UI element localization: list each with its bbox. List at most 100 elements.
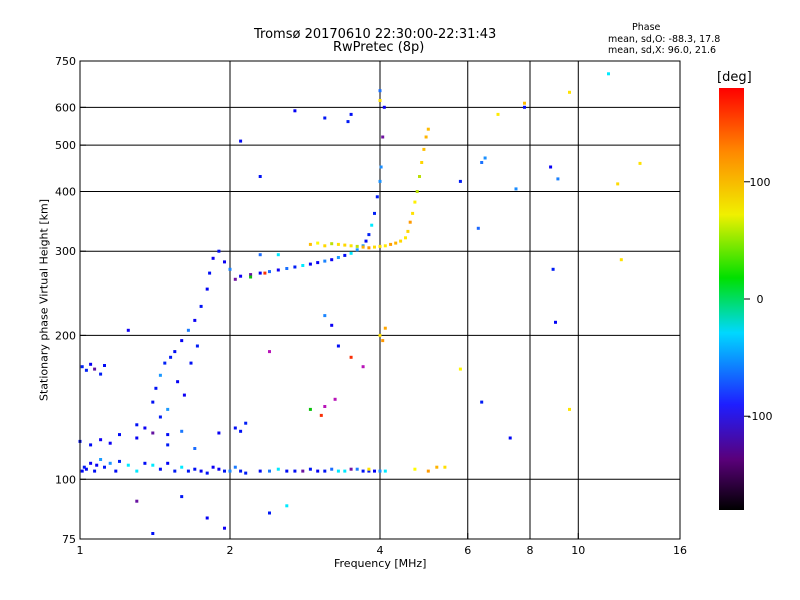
o-mode-point [258,175,262,178]
o-mode-point [205,287,209,291]
o-mode-point [186,328,190,332]
o-mode-point [308,467,312,471]
o-mode-point [223,260,226,264]
o-mode-point [135,423,139,427]
phase-stats-o: mean, sd,O: -88.3, 17.8 [608,34,721,45]
o-mode-point [285,504,289,508]
misc-point [319,413,323,417]
o-mode-point [244,471,248,475]
o-mode-point [382,105,386,109]
o-mode-point [103,364,106,367]
o-mode-point [249,273,253,277]
o-mode-point [336,256,340,259]
o-mode-point [551,267,555,271]
y-tick-label: 200 [55,329,76,342]
o-mode-point [349,112,353,116]
o-mode-point [151,532,155,535]
colorbar-label: [deg] [717,70,752,85]
x-tick-label: 1 [77,544,84,557]
x-mode-point [367,467,371,471]
x-mode-point [619,258,623,262]
misc-point [268,350,271,354]
x-mode-point [399,239,403,243]
o-mode-point [336,344,340,348]
o-mode-point [151,431,155,435]
o-mode-point [205,471,209,475]
o-mode-point [293,265,297,269]
x-tick-label: 8 [527,544,534,557]
o-mode-point [330,258,334,262]
o-mode-point [268,469,271,473]
o-mode-point [89,362,93,366]
o-mode-point [373,211,376,215]
o-mode-point [193,447,197,450]
o-mode-point [84,467,88,471]
o-mode-point [258,469,262,473]
y-tick-label: 100 [55,473,76,486]
o-mode-point [355,248,359,252]
o-mode-point [199,304,203,308]
y-axis-label: Stationary phase Virtual Height [km] [37,198,51,402]
o-mode-point [217,431,221,435]
o-mode-point [308,262,312,266]
x-mode-point [413,200,417,204]
o-mode-point [233,465,237,469]
colorbar-tick-label: 0 [757,293,764,306]
o-mode-point [82,465,86,469]
o-mode-point [285,267,289,270]
x-axis-label: Frequency [MHz] [334,557,427,570]
x-mode-point [367,246,371,250]
x-mode-point [568,90,571,94]
misc-point [308,407,312,411]
o-mode-point [182,393,186,397]
x-mode-point [420,161,424,164]
x-mode-point [381,339,385,343]
o-mode-point [508,436,512,440]
colorbar-tick-label: 100 [750,176,771,189]
o-mode-point [158,373,162,377]
o-mode-point [118,433,121,437]
o-mode-point [166,443,170,447]
o-mode-point [223,469,226,473]
o-mode-point [166,461,170,465]
o-mode-point [276,253,280,257]
o-mode-point [483,156,487,160]
o-mode-point [195,344,199,348]
o-mode-point [126,328,130,332]
x-tick-label: 2 [227,544,234,557]
x-mode-point [418,175,421,178]
o-mode-point [199,469,203,473]
chart-subtitle: RwPretec (8p) [333,40,425,55]
x-mode-point [389,242,393,246]
o-mode-point [607,72,610,76]
o-mode-point [301,264,305,267]
o-mode-point [301,469,305,473]
o-mode-point [323,469,327,473]
o-mode-point [166,433,170,437]
o-mode-point [381,135,385,139]
x-mode-point [408,220,412,224]
o-mode-point [268,511,271,515]
x-mode-point [426,469,430,473]
o-mode-point [378,89,382,93]
o-mode-point [367,469,371,473]
o-mode-point [239,139,243,143]
o-mode-point [323,314,327,318]
o-mode-point [93,469,97,473]
o-mode-point [143,461,147,465]
o-mode-point [383,469,387,473]
o-mode-point [126,463,130,467]
data-points [78,72,642,535]
x-mode-point [523,101,526,105]
o-mode-point [173,469,177,473]
o-mode-point [135,469,139,473]
x-mode-point [413,467,417,471]
o-mode-point [480,161,484,164]
colorbar-ticks: 100 0 -100 [744,176,772,423]
o-mode-point [323,116,327,120]
o-mode-point [180,339,184,343]
o-mode-point [323,259,327,263]
x-mode-point [349,244,353,248]
o-mode-point [223,526,226,530]
